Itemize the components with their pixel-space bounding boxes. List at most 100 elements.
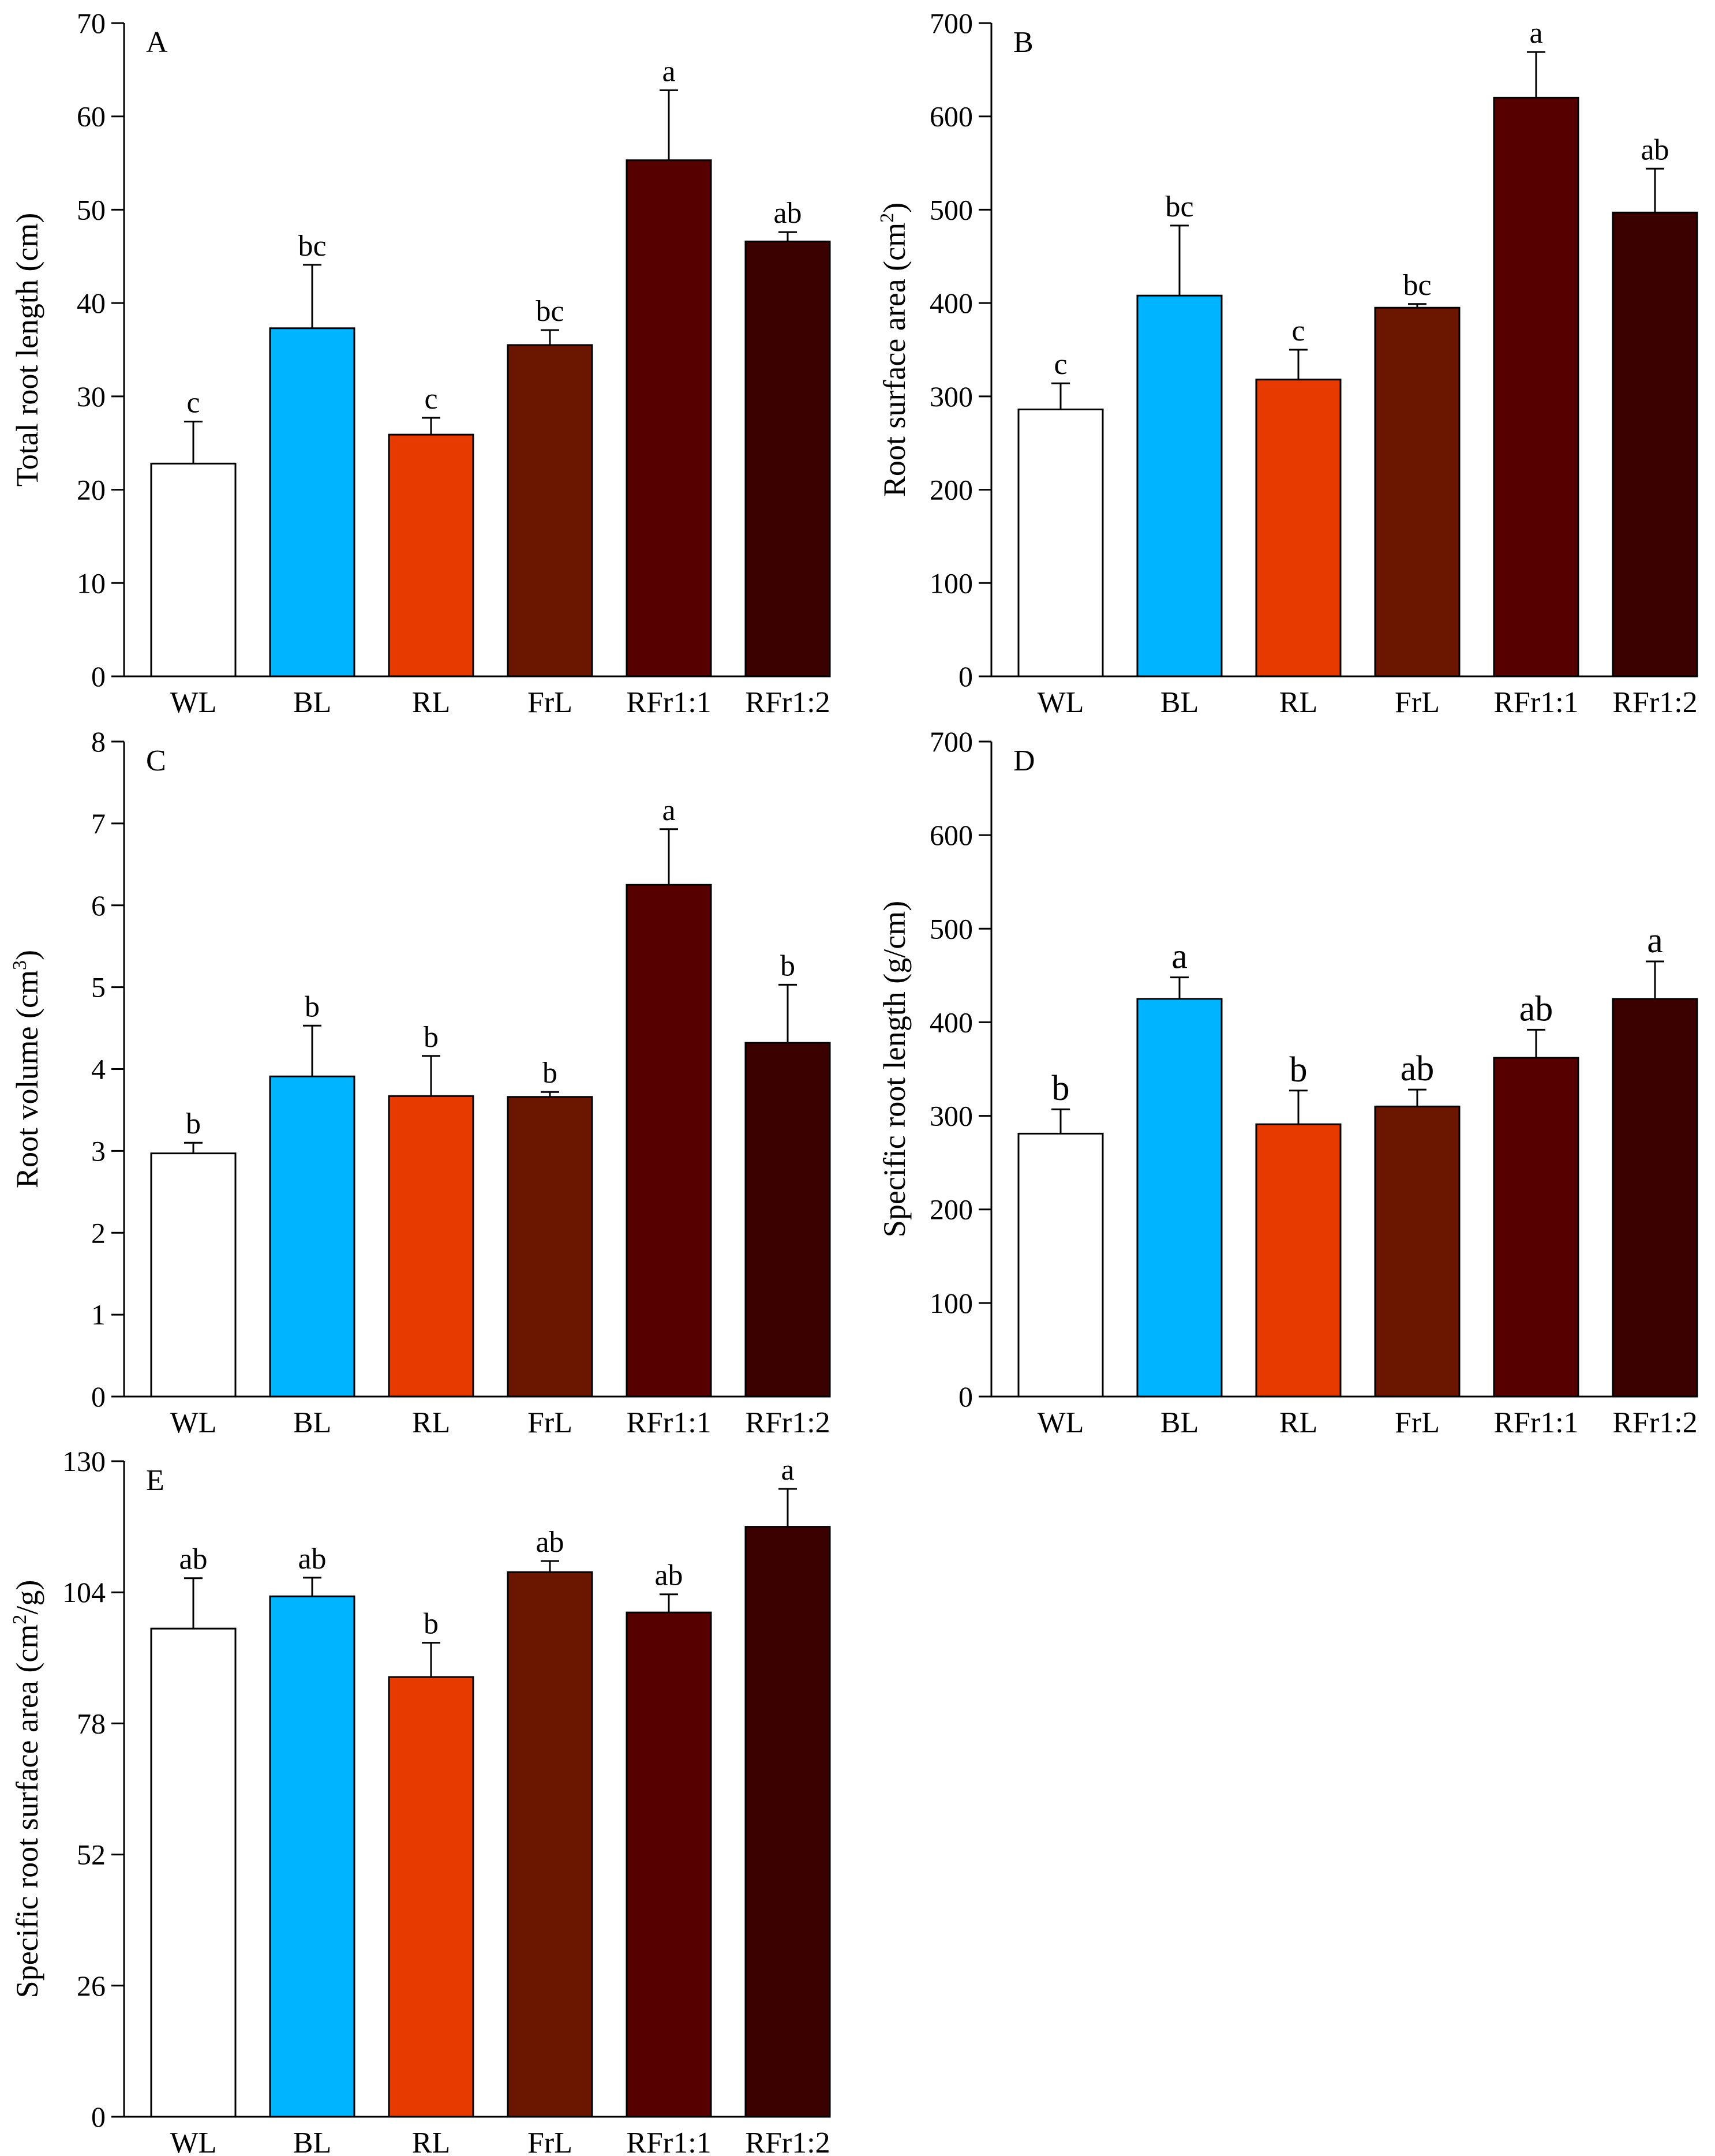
x-tick-label: FrL (1395, 686, 1440, 719)
bar-wl (1017, 1132, 1104, 1398)
y-tick-label: 78 (77, 1707, 106, 1739)
y-tick-label: 0 (91, 660, 106, 693)
y-tick-label: 600 (930, 819, 973, 851)
significance-letter: bc (536, 295, 564, 328)
bar-wl (1017, 408, 1104, 678)
y-axis-label: Root volume (cm3) (9, 950, 44, 1188)
panel-label: D (1013, 744, 1035, 777)
bar-rl (388, 1095, 474, 1398)
significance-letter: ab (773, 197, 802, 230)
panel-label: B (1013, 26, 1034, 59)
panel-e: 0 26 52 78 104 130 E Specific root surface area… (9, 1445, 831, 2156)
bar-frl (1374, 1105, 1461, 1398)
y-axis-label-text: Root volume (cm (10, 970, 44, 1188)
y-tick-label: 500 (930, 193, 973, 226)
y-tick-label: 0 (91, 1380, 106, 1413)
panel-d: 0 100 200 300 400 500 600 700 D Specific root len… (877, 725, 1698, 1439)
x-tick-label: BL (1160, 686, 1199, 719)
y-tick-label: 500 (930, 912, 973, 945)
y-tick-label: 300 (930, 1100, 973, 1132)
x-tick-label: RFr1:2 (745, 686, 830, 719)
significance-letter: a (662, 794, 675, 827)
significance-letter: a (781, 1454, 794, 1487)
bar-rfr11 (1493, 1057, 1579, 1398)
bar-bl (1136, 294, 1223, 678)
y-axis-label-text: Total root length (cm) (10, 213, 44, 487)
significance-letter: c (186, 387, 200, 420)
y-axis-label-superscript: 2 (9, 1615, 31, 1625)
significance-letter: b (305, 990, 320, 1023)
bar-frl (507, 1096, 593, 1398)
significance-letter: b (424, 1021, 439, 1054)
y-tick-label: 70 (77, 7, 106, 39)
significance-letter: b (542, 1057, 557, 1090)
y-tick-label: 20 (77, 474, 106, 506)
x-tick-label: WL (1038, 686, 1084, 719)
bar-rfr12 (744, 1042, 831, 1398)
x-tick-label: RL (412, 2127, 450, 2156)
significance-letter: ab (1401, 1049, 1435, 1088)
x-tick-label: RFr1:1 (1493, 686, 1578, 719)
significance-letter: bc (298, 230, 326, 263)
significance-letter: b (186, 1107, 201, 1140)
y-tick-label: 100 (930, 1287, 973, 1319)
y-axis-label-text: Root surface area (cm (877, 223, 912, 497)
x-tick-label: RFr1:2 (1612, 686, 1697, 719)
y-tick-label: 0 (958, 660, 973, 693)
bar-rfr11 (626, 159, 712, 678)
y-tick-label: 300 (930, 380, 973, 413)
y-tick-label: 130 (62, 1445, 106, 1477)
x-tick-label: BL (293, 1406, 331, 1439)
y-tick-label: 400 (930, 287, 973, 319)
y-axis-label: Total root length (cm) (10, 213, 44, 487)
y-tick-label: 700 (930, 725, 973, 758)
y-tick-label: 0 (91, 2101, 106, 2133)
x-tick-label: WL (170, 2127, 217, 2156)
x-tick-label: RFr1:2 (1612, 1406, 1697, 1439)
x-tick-label: BL (1160, 1406, 1199, 1439)
y-axis-label-text: Specific root length (g/cm) (877, 901, 912, 1237)
x-tick-label: WL (170, 1406, 217, 1439)
significance-letter: a (1647, 921, 1663, 960)
y-axis-label-tail: ) (877, 203, 912, 213)
y-tick-label: 7 (91, 807, 106, 840)
x-tick-label: RFr1:1 (626, 1406, 711, 1439)
panel-b: 0 100 200 300 400 500 600 700 B Root surface area… (877, 7, 1698, 719)
significance-letter: c (1054, 348, 1067, 381)
x-tick-label: FrL (527, 1406, 572, 1439)
y-tick-label: 0 (958, 1380, 973, 1413)
y-tick-label: 3 (91, 1135, 106, 1167)
y-tick-label: 52 (77, 1839, 106, 1871)
y-tick-label: 100 (930, 567, 973, 599)
significance-letter: c (1291, 315, 1305, 347)
y-tick-label: 1 (91, 1298, 106, 1331)
bar-rfr11 (626, 1611, 712, 2118)
bar-wl (150, 1152, 237, 1398)
x-tick-label: WL (1038, 1406, 1084, 1439)
bar-wl (150, 1627, 237, 2118)
bar-frl (1374, 306, 1461, 678)
y-axis-label: Specific root length (g/cm) (877, 901, 912, 1237)
y-axis-label-tail: /g) (10, 1580, 44, 1615)
y-tick-label: 4 (91, 1053, 106, 1086)
bar-rfr11 (1493, 96, 1579, 678)
bar-frl (507, 1571, 593, 2118)
bar-rl (388, 433, 474, 678)
significance-letter: ab (1519, 989, 1553, 1028)
bar-rfr11 (626, 884, 712, 1398)
y-axis-label: Root surface area (cm2) (877, 203, 912, 497)
y-tick-label: 30 (77, 380, 106, 413)
significance-letter: c (424, 383, 437, 416)
x-tick-label: WL (170, 686, 217, 719)
bar-wl (150, 462, 237, 678)
bar-bl (1136, 998, 1223, 1398)
x-tick-label: RFr1:1 (626, 2127, 711, 2156)
y-axis-label: Specific root surface area (cm2/g) (9, 1580, 44, 1998)
bar-bl (269, 1595, 355, 2118)
bar-rfr12 (744, 240, 831, 678)
y-tick-label: 200 (930, 474, 973, 506)
panel-a: 0 10 20 30 40 50 60 70 A Total root length (cm) c W… (10, 7, 831, 719)
significance-letter: b (1290, 1050, 1308, 1090)
